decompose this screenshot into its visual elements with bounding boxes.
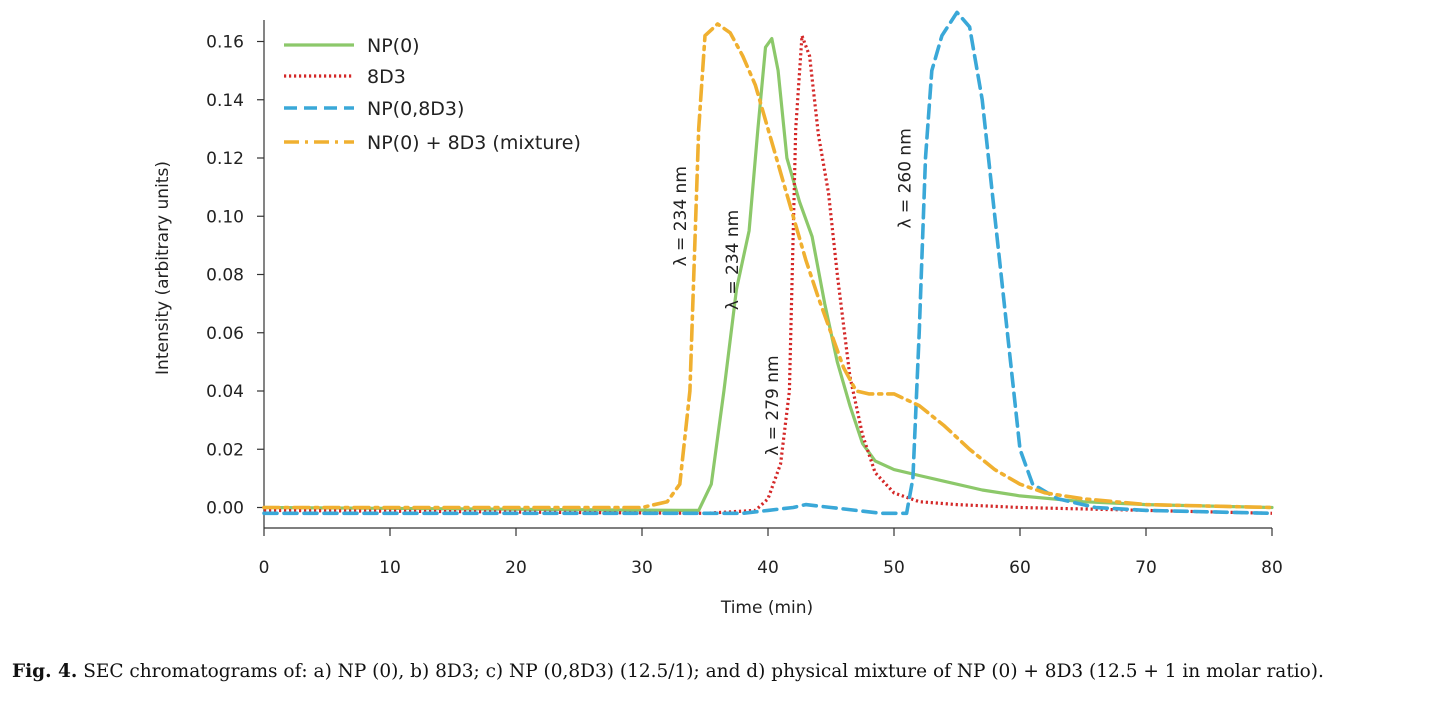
legend-label-4: NP(0) + 8D3 (mixture) [367, 132, 581, 154]
legend-label-1: NP(0) [367, 35, 420, 57]
series-line-3 [262, 10, 1274, 516]
y-tick-label: 0.14 [206, 91, 244, 111]
legend: NP(0) 8D3 NP(0,8D3) NP(0) + 8D3 (mixture) [284, 35, 581, 154]
x-tick-label: 10 [379, 558, 401, 578]
series-line-2 [263, 34, 1273, 515]
y-axis-title: Intensity (arbitrary units) [153, 161, 173, 375]
figure-caption-label: Fig. 4. [12, 661, 78, 682]
x-axis-title: Time (min) [720, 598, 813, 618]
y-tick-label: 0.16 [206, 33, 244, 53]
figure-caption: Fig. 4. SEC chromatograms of: a) NP (0),… [12, 661, 1432, 682]
series-line-1 [262, 37, 1274, 512]
x-tick-label: 0 [259, 558, 270, 578]
y-tick-label: 0.08 [206, 266, 244, 286]
y-tick-label: 0.06 [206, 324, 244, 344]
y-tick-label: 0.00 [206, 499, 244, 519]
y-tick-label: 0.12 [206, 149, 244, 169]
wavelength-label: λ = 279 nm [763, 355, 783, 455]
x-tick-label: 50 [883, 558, 905, 578]
x-tick-label: 30 [631, 558, 653, 578]
y-tick-label: 0.10 [206, 207, 244, 227]
legend-label-2: 8D3 [367, 66, 406, 88]
x-tick-label: 40 [757, 558, 779, 578]
legend-label-3: NP(0,8D3) [367, 98, 464, 120]
wavelength-annotations: λ = 234 nm λ = 234 nm λ = 279 nm λ = 260 nm [671, 128, 915, 455]
wavelength-label: λ = 234 nm [671, 166, 691, 266]
series-layer [262, 10, 1274, 516]
figure-caption-text: SEC chromatograms of: a) NP (0), b) 8D3;… [83, 661, 1324, 682]
wavelength-label: λ = 260 nm [895, 128, 915, 228]
chromatogram-chart: 0.00 0.02 0.04 0.06 0.08 0.10 0.12 0.14 0.16 0 10 2… [153, 10, 1283, 618]
x-tick-label: 80 [1261, 558, 1283, 578]
x-tick-label: 60 [1009, 558, 1031, 578]
wavelength-label: λ = 234 nm [723, 210, 743, 310]
y-tick-label: 0.02 [206, 440, 244, 460]
x-tick-label: 70 [1135, 558, 1157, 578]
x-tick-label: 20 [505, 558, 527, 578]
tick-marks: 0.00 0.02 0.04 0.06 0.08 0.10 0.12 0.14 0.16 0 10 2… [206, 33, 1283, 579]
y-tick-label: 0.04 [206, 382, 244, 402]
